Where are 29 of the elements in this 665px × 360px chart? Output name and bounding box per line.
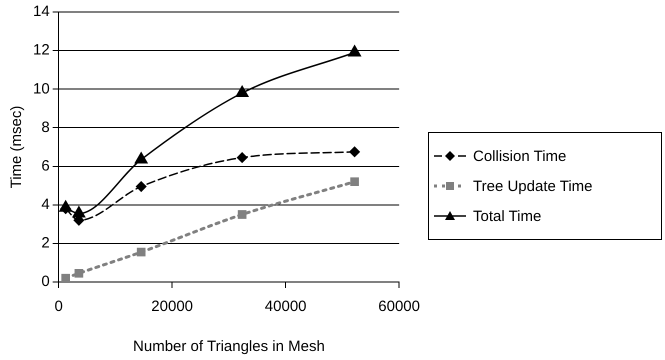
x-tick-label: 20000: [151, 298, 194, 316]
legend-label: Total Time: [473, 208, 542, 224]
point: [134, 152, 148, 164]
y-axis-title: Time (msec): [8, 106, 26, 188]
point: [236, 86, 249, 97]
x-tick-label: 60000: [378, 298, 420, 316]
y-tick-label: 10: [32, 80, 50, 98]
y-tick-label: 2: [41, 234, 50, 252]
point: [349, 146, 360, 158]
y-tick-label: 8: [41, 118, 50, 136]
y-tick-label: 14: [32, 3, 50, 20]
point: [238, 210, 246, 219]
point: [350, 177, 359, 186]
x-axis-title: Number of Triangles in Mesh: [133, 338, 325, 356]
legend-label: Collision Time: [473, 148, 566, 164]
point: [74, 268, 84, 278]
x-tick-label: 0: [54, 298, 63, 316]
point: [136, 181, 146, 192]
x-tick-label: 40000: [264, 298, 307, 316]
y-tick-label: 6: [41, 157, 50, 174]
point: [236, 152, 248, 163]
point: [136, 248, 146, 256]
point: [61, 274, 70, 282]
point: [72, 206, 86, 218]
legend-label: Tree Update Time: [473, 178, 592, 194]
point: [348, 45, 361, 56]
y-tick-label: 12: [32, 42, 50, 59]
y-tick-label: 4: [41, 196, 50, 213]
y-tick-label: 0: [41, 273, 50, 290]
